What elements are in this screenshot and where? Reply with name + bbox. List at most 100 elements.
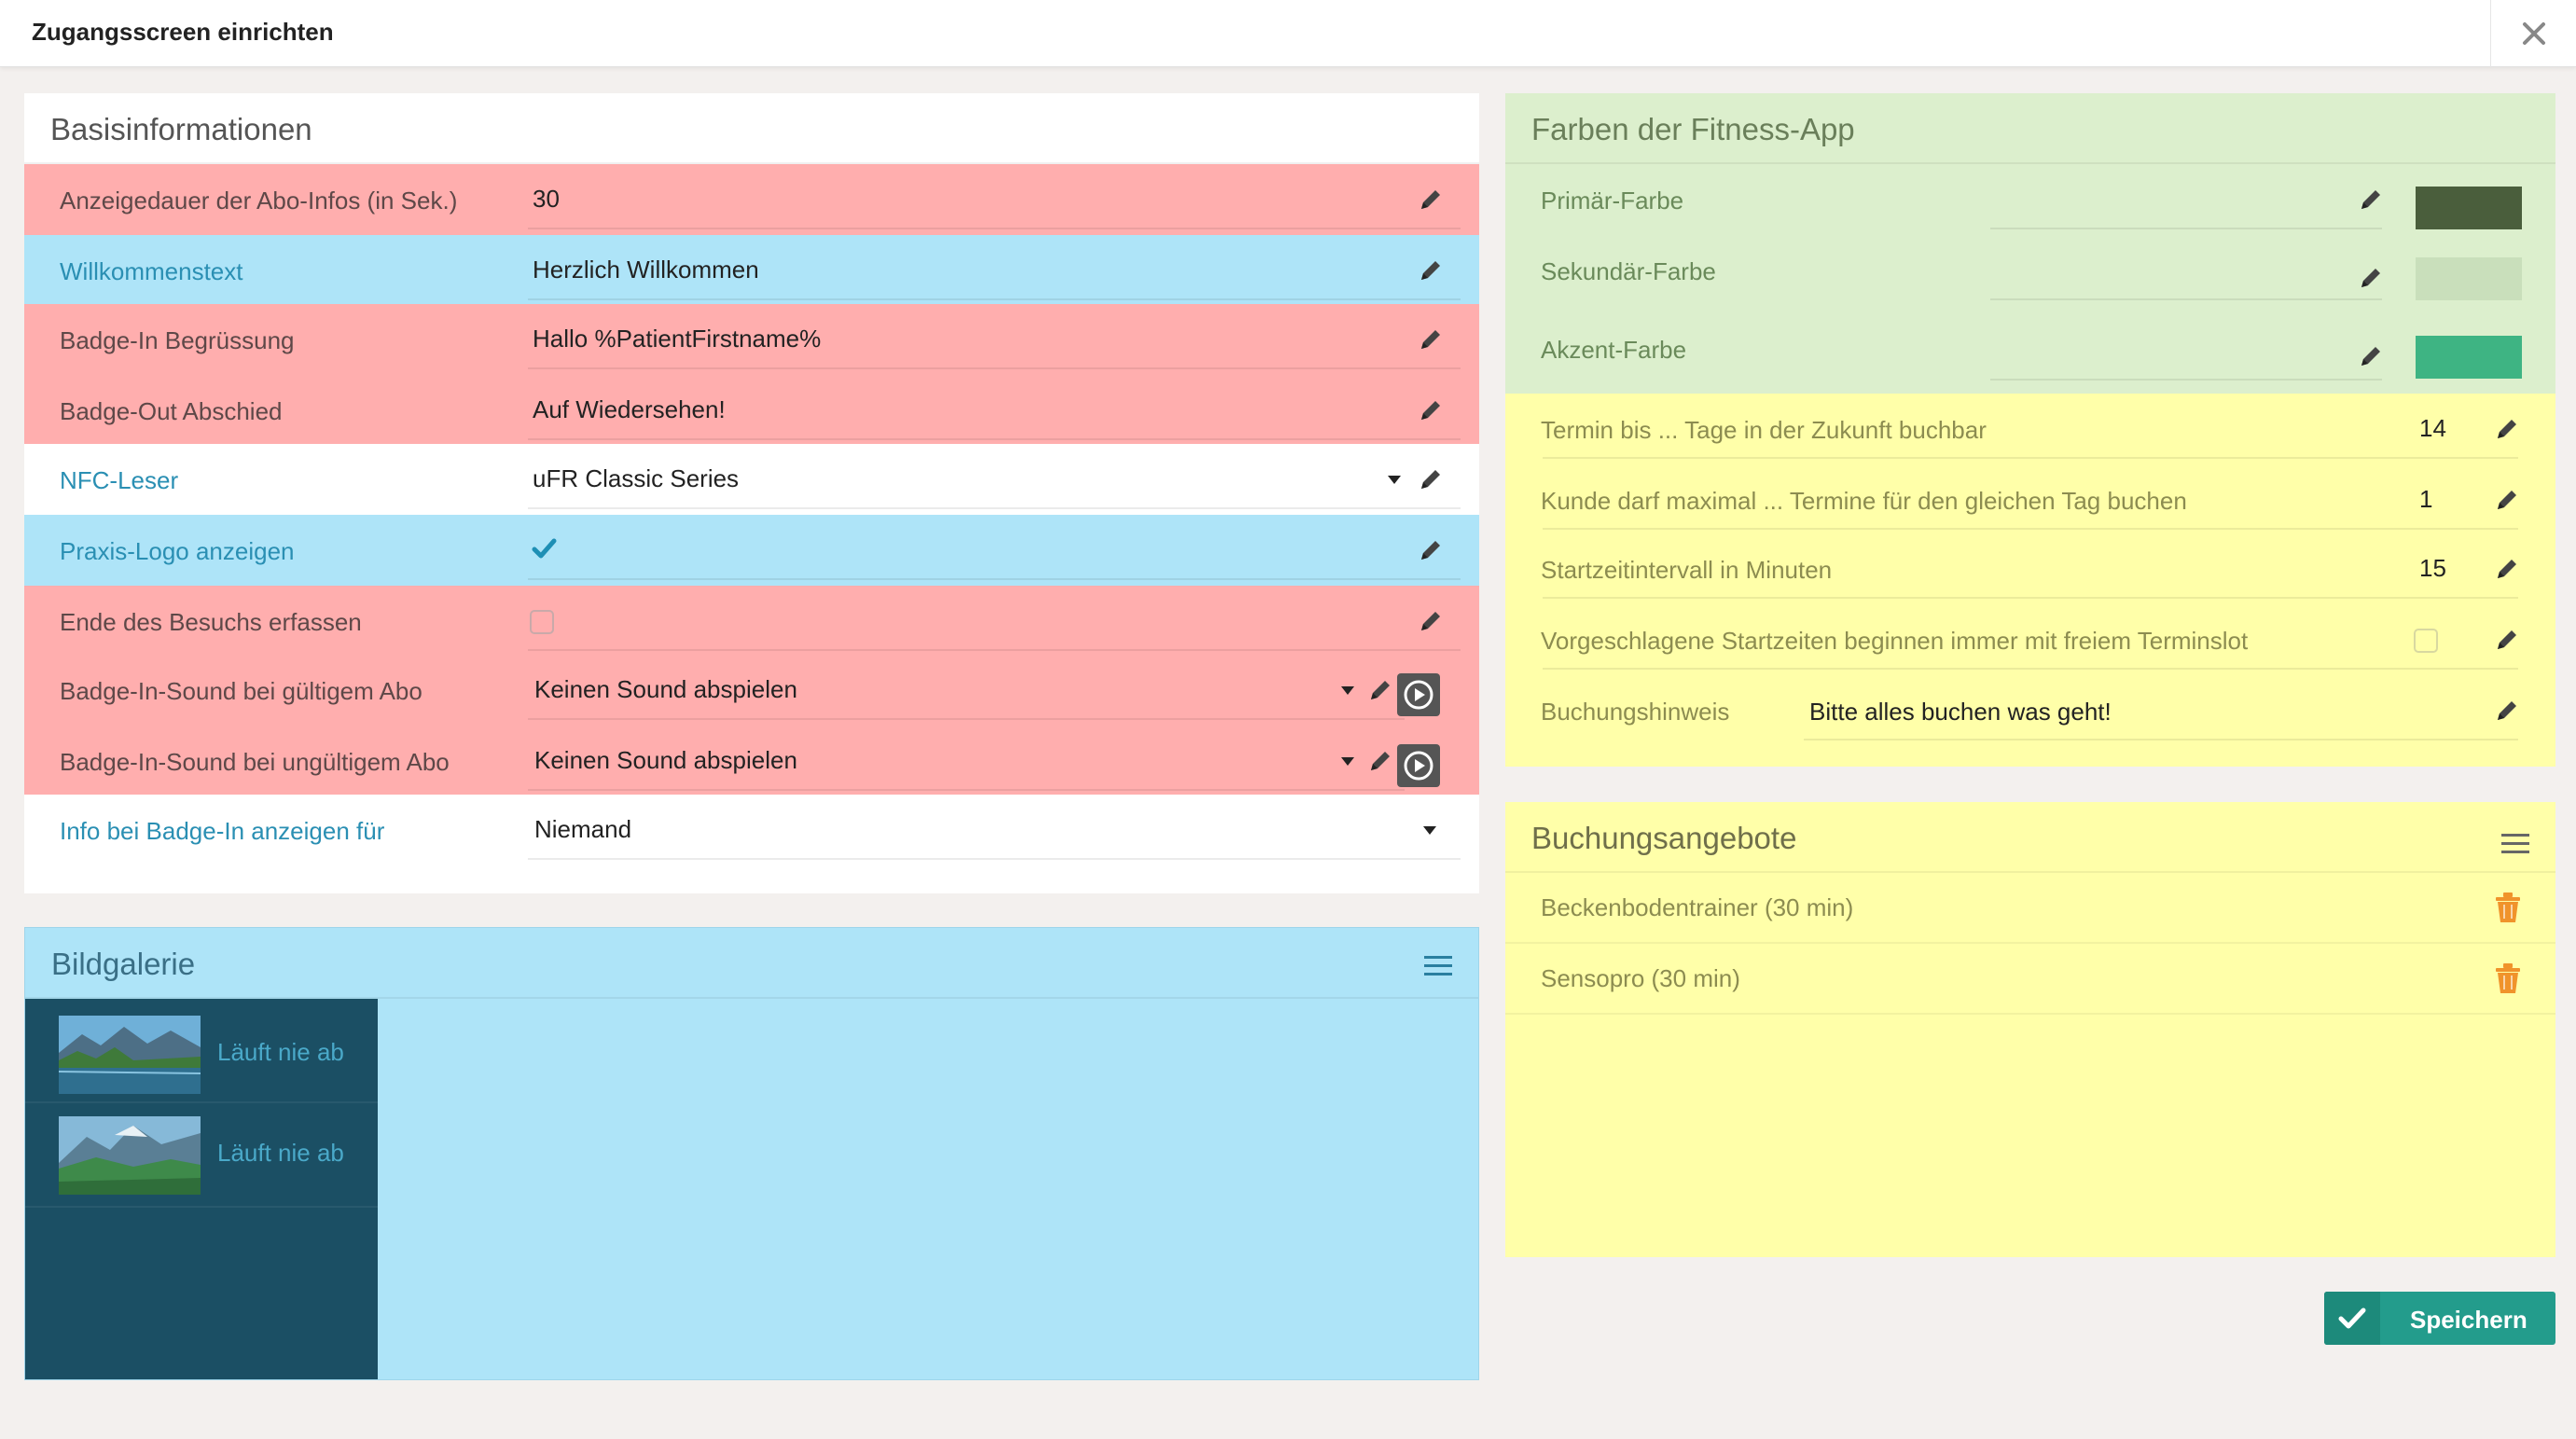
row-welcome-text: Willkommenstext Herzlich Willkommen (24, 235, 1479, 306)
row-sound-valid: Badge-In-Sound bei gültigem Abo Keinen S… (24, 655, 1479, 726)
pencil-icon[interactable] (2494, 556, 2520, 582)
badge-out-farewell-value[interactable]: Auf Wiedersehen! (533, 395, 726, 423)
dialog-title: Zugangsscreen einrichten (32, 18, 334, 46)
row-label: Ende des Besuchs erfassen (60, 608, 362, 636)
offer-item-label: Beckenbodentrainer (30 min) (1541, 893, 1854, 921)
row-free-slot-start: Vorgeschlagene Startzeiten beginnen imme… (1505, 604, 2555, 675)
dialog-titlebar: Zugangsscreen einrichten (0, 0, 2576, 67)
hamburger-menu-icon[interactable] (2501, 834, 2529, 854)
basis-panel: Basisinformationen Anzeigedauer der Abo-… (24, 93, 1479, 893)
hamburger-menu-icon[interactable] (1424, 956, 1452, 976)
save-button[interactable]: Speichern (2324, 1292, 2555, 1345)
booking-settings-panel: Termin bis ... Tage in der Zukunft buchb… (1505, 394, 2555, 767)
pencil-icon[interactable] (1367, 677, 1393, 703)
offers-header: Buchungsangebote (1505, 802, 2555, 873)
row-label: Praxis-Logo anzeigen (60, 537, 295, 565)
row-show-practice-logo: Praxis-Logo anzeigen (24, 515, 1479, 586)
row-secondary-color: Sekundär-Farbe (1505, 235, 2555, 306)
primary-color-swatch[interactable] (2416, 187, 2522, 229)
pencil-icon[interactable] (2358, 187, 2384, 213)
visit-end-checkbox[interactable] (530, 610, 554, 634)
row-sound-invalid: Badge-In-Sound bei ungültigem Abo Keinen… (24, 726, 1479, 796)
row-label: Akzent-Farbe (1541, 336, 1687, 364)
pencil-icon[interactable] (1418, 608, 1444, 634)
trash-icon[interactable] (2494, 962, 2522, 994)
pencil-icon[interactable] (1367, 748, 1393, 774)
gallery-item-label: Läuft nie ab (217, 1139, 344, 1167)
practice-logo-checkbox[interactable] (530, 535, 558, 563)
row-label: Kunde darf maximal ... Termine für den g… (1541, 487, 2187, 515)
row-label: Badge-In-Sound bei gültigem Abo (60, 677, 422, 705)
play-sound-valid-button[interactable] (1397, 673, 1440, 716)
gallery-item[interactable]: Läuft nie ab (25, 1103, 378, 1208)
pencil-icon[interactable] (2358, 343, 2384, 369)
gallery-thumbnail (59, 1116, 201, 1195)
chevron-down-icon[interactable] (1423, 826, 1436, 835)
row-label: Willkommenstext (60, 257, 243, 285)
accent-color-swatch[interactable] (2416, 336, 2522, 379)
offers-panel: Buchungsangebote Beckenbodentrainer (30 … (1505, 802, 2555, 1257)
offer-item[interactable]: Sensopro (30 min) (1505, 944, 2555, 1015)
save-check (2324, 1292, 2380, 1345)
pencil-icon[interactable] (1418, 397, 1444, 423)
row-badge-in-greeting: Badge-In Begrüssung Hallo %PatientFirstn… (24, 304, 1479, 375)
basis-title: Basisinformationen (50, 112, 312, 146)
pencil-icon[interactable] (1418, 257, 1444, 284)
chevron-down-icon[interactable] (1341, 757, 1354, 766)
max-same-day-value[interactable]: 1 (2419, 485, 2433, 513)
row-badge-in-info-for: Info bei Badge-In anzeigen für Niemand (24, 795, 1479, 865)
checkmark-icon (2338, 1308, 2366, 1328)
pencil-icon[interactable] (1418, 187, 1444, 213)
row-label: Termin bis ... Tage in der Zukunft buchb… (1541, 416, 1987, 444)
badge-in-info-select[interactable]: Niemand (534, 815, 632, 843)
row-label: Startzeitintervall in Minuten (1541, 556, 1833, 584)
badge-in-greeting-value[interactable]: Hallo %PatientFirstname% (533, 325, 822, 353)
row-label: NFC-Leser (60, 466, 179, 494)
pencil-icon[interactable] (1418, 466, 1444, 492)
row-nfc-reader: NFC-Leser uFR Classic Series (24, 444, 1479, 515)
row-start-interval: Startzeitintervall in Minuten 15 (1505, 533, 2555, 604)
offer-item[interactable]: Beckenbodentrainer (30 min) (1505, 873, 2555, 944)
row-record-visit-end: Ende des Besuchs erfassen (24, 586, 1479, 657)
nfc-reader-select[interactable]: uFR Classic Series (533, 464, 740, 492)
row-booking-note: Buchungshinweis Bitte alles buchen was g… (1505, 675, 2555, 746)
play-sound-invalid-button[interactable] (1397, 744, 1440, 787)
pencil-icon[interactable] (1418, 537, 1444, 563)
row-label: Vorgeschlagene Startzeiten beginnen imme… (1541, 627, 2249, 655)
display-duration-value[interactable]: 30 (533, 185, 560, 213)
offer-item-label: Sensopro (30 min) (1541, 964, 1740, 992)
row-max-same-day: Kunde darf maximal ... Termine für den g… (1505, 464, 2555, 535)
secondary-color-swatch[interactable] (2416, 257, 2522, 300)
sound-valid-select[interactable]: Keinen Sound abspielen (534, 675, 797, 703)
row-primary-color: Primär-Farbe (1505, 164, 2555, 235)
gallery-item-label: Läuft nie ab (217, 1038, 344, 1066)
row-label: Anzeigedauer der Abo-Infos (in Sek.) (60, 187, 458, 214)
colors-header: Farben der Fitness-App (1505, 93, 2555, 164)
chevron-down-icon[interactable] (1341, 686, 1354, 695)
pencil-icon[interactable] (2494, 487, 2520, 513)
row-label: Badge-In-Sound bei ungültigem Abo (60, 748, 450, 776)
pencil-icon[interactable] (1418, 326, 1444, 353)
welcome-text-value[interactable]: Herzlich Willkommen (533, 256, 759, 284)
row-label: Buchungshinweis (1541, 698, 1730, 726)
pencil-icon[interactable] (2358, 265, 2384, 291)
gallery-title: Bildgalerie (51, 947, 196, 981)
gallery-item[interactable]: Läuft nie ab (25, 999, 378, 1103)
days-in-future-value[interactable]: 14 (2419, 414, 2446, 442)
gallery-header: Bildgalerie (25, 928, 1478, 999)
sound-invalid-select[interactable]: Keinen Sound abspielen (534, 746, 797, 774)
pencil-icon[interactable] (2494, 416, 2520, 442)
booking-note-value[interactable]: Bitte alles buchen was geht! (1809, 698, 2112, 726)
free-slot-checkbox[interactable] (2414, 629, 2438, 653)
start-interval-value[interactable]: 15 (2419, 554, 2446, 582)
pencil-icon[interactable] (2494, 627, 2520, 653)
play-icon (1404, 680, 1433, 710)
row-label: Badge-In Begrüssung (60, 326, 295, 354)
chevron-down-icon[interactable] (1388, 476, 1401, 484)
gallery-panel: Bildgalerie Läuft nie ab (24, 927, 1479, 1380)
trash-icon[interactable] (2494, 892, 2522, 923)
colors-panel: Farben der Fitness-App Primär-Farbe Seku… (1505, 93, 2555, 394)
close-icon (2522, 22, 2545, 45)
close-button[interactable] (2490, 0, 2576, 67)
pencil-icon[interactable] (2494, 698, 2520, 724)
